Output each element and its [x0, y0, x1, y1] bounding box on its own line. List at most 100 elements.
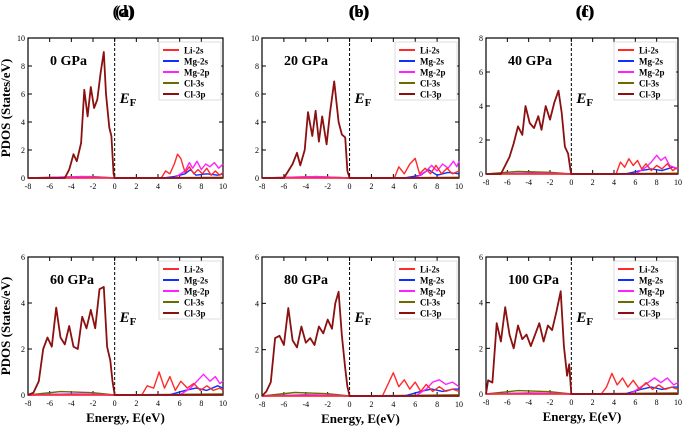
x-tick-label: 2 [369, 182, 373, 191]
fermi-sub: F [586, 97, 593, 109]
x-tick-label: 0 [113, 399, 117, 408]
x-tick-label: 8 [199, 399, 203, 408]
y-tick-label: 8 [21, 62, 25, 71]
x-tick-label: 8 [655, 178, 659, 187]
x-tick-label: 4 [391, 400, 395, 409]
legend-entry: Mg-2s [184, 276, 208, 286]
x-tick-label: 8 [435, 182, 439, 191]
fermi-level-label: EF [354, 91, 372, 109]
fermi-sub: F [586, 316, 593, 328]
panel-label: (a) [115, 2, 135, 21]
y-tick-label: 2 [21, 345, 25, 354]
fermi-level-label: EF [119, 310, 137, 328]
x-tick-label: -2 [547, 178, 554, 187]
pressure-label: 80 GPa [284, 273, 328, 288]
x-tick-label: 6 [633, 178, 637, 187]
x-tick-label: 0 [569, 178, 573, 187]
fermi-sub: F [130, 316, 137, 328]
x-tick-label: -6 [46, 182, 53, 191]
y-axis-title: PDOS (States/eV) [0, 59, 13, 158]
legend-entry: Cl-3p [420, 90, 442, 100]
x-tick-label: 0 [569, 398, 573, 407]
pressure-label: 20 GPa [284, 54, 328, 69]
x-tick-label: -4 [302, 182, 309, 191]
y-tick-label: 2 [479, 136, 483, 145]
x-tick-label: -2 [90, 399, 97, 408]
legend-entry: Li-2s [639, 46, 659, 56]
x-tick-label: 8 [655, 398, 659, 407]
legend-entry: Cl-3s [420, 298, 440, 308]
y-tick-label: 6 [21, 90, 25, 99]
series-line-li-2s [28, 153, 224, 179]
x-tick-label: -4 [525, 178, 532, 187]
y-tick-label: 10 [251, 34, 259, 43]
legend-entry: Cl-3p [639, 309, 661, 319]
panel-label: (e) [350, 2, 369, 21]
x-tick-label: 2 [369, 400, 373, 409]
x-tick-label: 4 [156, 399, 160, 408]
x-tick-label: -8 [25, 182, 32, 191]
series-line-cl-3p [28, 51, 223, 179]
fermi-level-label: EF [119, 91, 137, 109]
legend-entry: Mg-2p [184, 287, 210, 297]
legend-entry: Cl-3s [184, 298, 204, 308]
legend-entry: Mg-2p [639, 287, 665, 297]
x-tick-label: 0 [348, 400, 352, 409]
panel-label: (d) [113, 2, 134, 21]
pressure-label: 40 GPa [508, 54, 552, 69]
y-tick-label: 2 [255, 146, 259, 155]
x-tick-label: -4 [68, 182, 75, 191]
x-tick-label: 6 [178, 182, 182, 191]
legend-entry: Li-2s [420, 46, 440, 56]
x-tick-label: 6 [633, 398, 637, 407]
fermi-e: E [575, 91, 586, 107]
fermi-e: E [119, 91, 130, 107]
legend-entry: Cl-3p [184, 309, 206, 319]
x-tick-label: -4 [68, 399, 75, 408]
x-tick-label: 6 [178, 399, 182, 408]
x-tick-label: 4 [156, 182, 160, 191]
legend-entry: Cl-3p [184, 90, 206, 100]
y-tick-label: 0 [479, 170, 483, 179]
legend-entry: Mg-2s [420, 57, 444, 67]
x-tick-label: -8 [25, 399, 32, 408]
y-tick-label: 4 [21, 118, 25, 127]
x-tick-label: 10 [455, 400, 463, 409]
y-tick-label: 6 [21, 253, 25, 262]
y-tick-label: 6 [255, 253, 259, 262]
x-tick-label: -6 [46, 399, 53, 408]
x-tick-label: 6 [413, 182, 417, 191]
fermi-e: E [354, 91, 365, 107]
x-tick-label: 8 [199, 182, 203, 191]
pressure-label: 60 GPa [50, 273, 94, 288]
x-tick-label: -2 [90, 182, 97, 191]
fermi-sub: F [365, 97, 372, 109]
y-tick-label: 4 [255, 299, 259, 308]
series-line-li-2s [262, 372, 460, 397]
series-line-li-2s [486, 157, 679, 175]
y-tick-label: 6 [479, 253, 483, 262]
y-tick-label: 0 [479, 390, 483, 399]
legend-entry: Mg-2p [639, 68, 665, 78]
series-line-cl-3p [485, 290, 678, 395]
x-axis-title: Energy, E(eV) [543, 409, 622, 424]
x-tick-label: -4 [302, 400, 309, 409]
legend-entry: Cl-3s [639, 79, 659, 89]
x-axis-title: Energy, E(eV) [321, 411, 400, 426]
y-tick-label: 0 [255, 392, 259, 401]
y-tick-label: 6 [479, 68, 483, 77]
pressure-label: 0 GPa [50, 54, 87, 69]
pressure-label: 100 GPa [508, 273, 559, 288]
x-tick-label: 8 [435, 400, 439, 409]
x-tick-label: -4 [525, 398, 532, 407]
legend-entry: Cl-3p [420, 309, 442, 319]
x-tick-label: 4 [391, 182, 395, 191]
y-tick-label: 2 [479, 344, 483, 353]
x-tick-label: -6 [281, 400, 288, 409]
legend-entry: Mg-2s [639, 276, 663, 286]
x-tick-label: -6 [281, 182, 288, 191]
panel-label: (f) [577, 2, 594, 21]
